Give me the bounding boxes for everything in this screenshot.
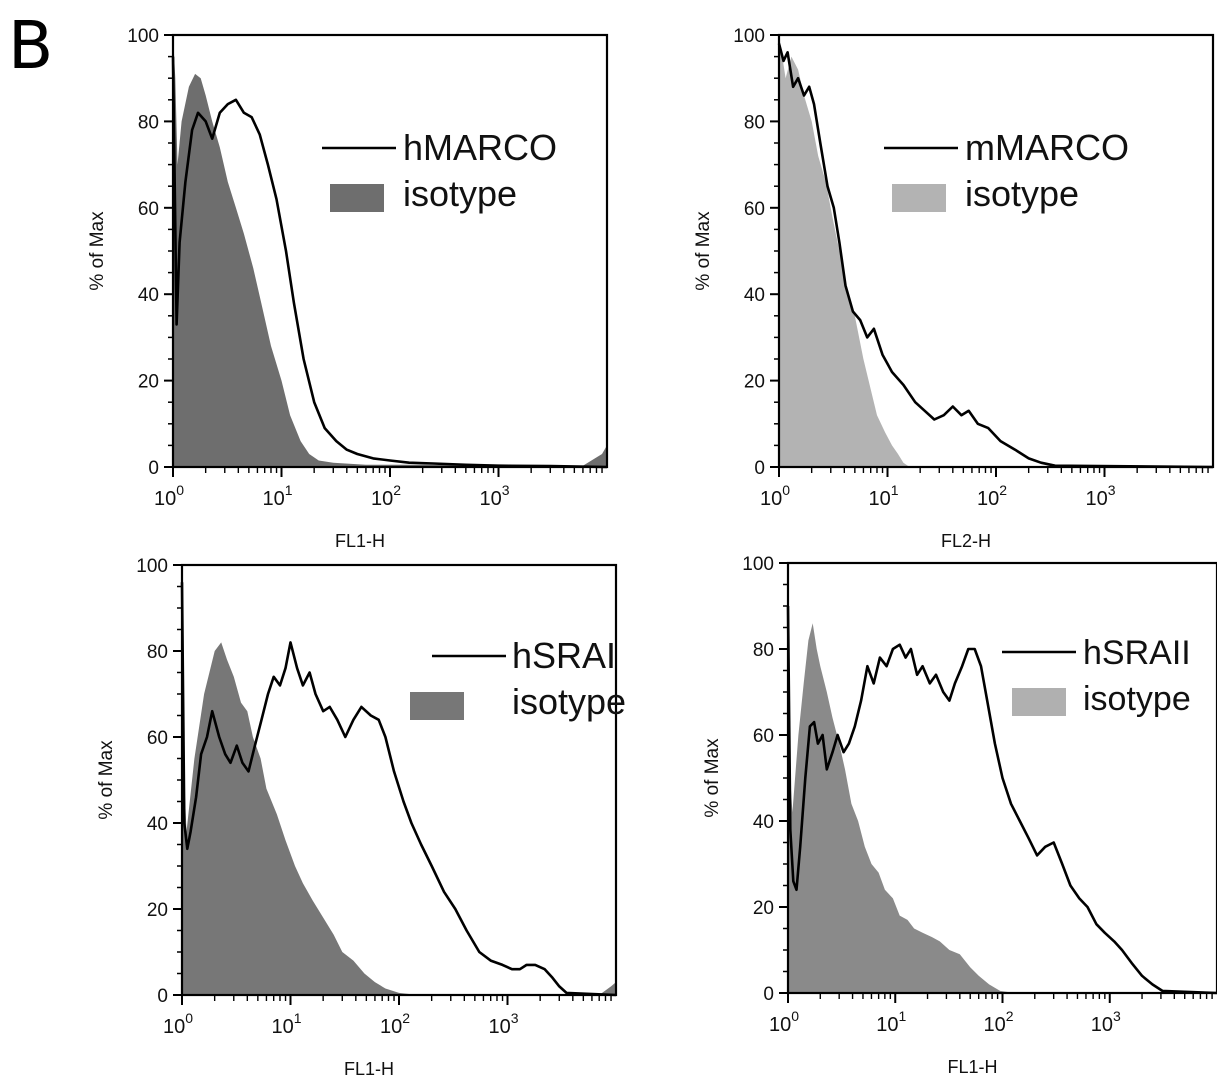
x-tick-label: 103 <box>1085 482 1115 510</box>
series-hSRAI-line <box>180 582 617 997</box>
series-mMARCO-line <box>777 43 1214 469</box>
legend: hSRAII isotype <box>1002 634 1191 718</box>
x-tick-label: 101 <box>271 1010 301 1038</box>
legend-label: hSRAI <box>512 635 616 676</box>
legend-label: isotype <box>403 173 517 214</box>
x-tick-label: 102 <box>977 482 1007 510</box>
series-isotype-area <box>788 606 1217 993</box>
y-tick-label: 80 <box>744 112 765 133</box>
y-tick-label: 20 <box>138 372 159 393</box>
x-tick-label: 102 <box>380 1010 410 1038</box>
x-tick-label: 102 <box>371 482 401 510</box>
x-tick-label: 102 <box>983 1008 1013 1036</box>
x-tick-label: 100 <box>154 482 184 510</box>
y-tick-label: 60 <box>147 728 168 749</box>
legend-label: hMARCO <box>403 127 557 168</box>
y-tick-label: 60 <box>753 726 774 747</box>
y-tick-label: 20 <box>744 372 765 393</box>
series-isotype-area <box>779 35 910 467</box>
y-tick-label: 0 <box>754 458 765 479</box>
series-hMARCO-line <box>171 56 608 469</box>
y-tick-label: 80 <box>138 112 159 133</box>
y-tick-label: 60 <box>744 199 765 220</box>
y-tick-label: 100 <box>127 26 159 47</box>
x-axis-title: FL1-H <box>344 1059 394 1079</box>
chart-panel-1: 0 20 40 60 80 100 100 101 102 103 FL1-H % of Max hMA… <box>87 26 609 551</box>
legend: hMARCO isotype <box>322 127 557 214</box>
x-tick-label: 100 <box>769 1008 799 1036</box>
y-axis-title: % of Max <box>693 211 714 291</box>
y-tick-label: 40 <box>744 285 765 306</box>
panel-label: B <box>8 7 53 84</box>
legend-label: isotype <box>512 681 626 722</box>
x-tick-label: 103 <box>479 482 509 510</box>
series-hSRAII-line <box>786 605 1217 995</box>
legend-fill-swatch <box>1012 688 1066 716</box>
y-axis-title: % of Max <box>702 738 723 818</box>
legend: hSRAI isotype <box>410 635 626 722</box>
x-axis-title: FL1-H <box>335 531 385 551</box>
series-isotype-area <box>182 565 616 995</box>
y-axis-title: % of Max <box>96 740 117 820</box>
legend-fill-swatch <box>410 692 464 720</box>
y-tick-label: 60 <box>138 199 159 220</box>
x-tick-label: 100 <box>163 1010 193 1038</box>
x-axis-title: FL1-H <box>947 1057 997 1077</box>
x-tick-label: 103 <box>488 1010 518 1038</box>
chart-panel-3: 0 20 40 60 80 100 100 101 102 103 FL1-H % of Max hSR… <box>96 556 626 1079</box>
x-tick-label: 100 <box>760 482 790 510</box>
chart-panel-2: 0 20 40 60 80 100 100 101 102 103 FL2-H % of Max mMA… <box>693 26 1215 551</box>
y-tick-label: 40 <box>138 285 159 306</box>
y-tick-label: 100 <box>742 554 774 575</box>
x-tick-label: 101 <box>876 1008 906 1036</box>
legend-label: mMARCO <box>965 127 1129 168</box>
y-axis-title: % of Max <box>87 211 108 291</box>
y-tick-label: 20 <box>753 898 774 919</box>
legend-label: isotype <box>965 173 1079 214</box>
y-tick-label: 80 <box>147 642 168 663</box>
legend-label: isotype <box>1083 680 1191 718</box>
x-tick-label: 101 <box>868 482 898 510</box>
legend: mMARCO isotype <box>884 127 1129 214</box>
chart-panel-4: 0 20 40 60 80 100 100 101 102 103 FL1-H % of Max hSR… <box>702 554 1217 1077</box>
y-tick-label: 0 <box>148 458 159 479</box>
y-tick-label: 0 <box>157 986 168 1007</box>
y-tick-label: 0 <box>763 984 774 1005</box>
series-isotype-area <box>173 35 607 467</box>
legend-fill-swatch <box>330 184 384 212</box>
y-tick-label: 40 <box>753 812 774 833</box>
y-tick-label: 80 <box>753 640 774 661</box>
x-tick-label: 103 <box>1091 1008 1121 1036</box>
y-tick-label: 100 <box>136 556 168 577</box>
y-tick-label: 100 <box>733 26 765 47</box>
x-axis-title: FL2-H <box>941 531 991 551</box>
y-tick-label: 20 <box>147 900 168 921</box>
legend-label: hSRAII <box>1083 634 1191 672</box>
x-tick-label: 101 <box>262 482 292 510</box>
y-tick-label: 40 <box>147 814 168 835</box>
legend-fill-swatch <box>892 184 946 212</box>
